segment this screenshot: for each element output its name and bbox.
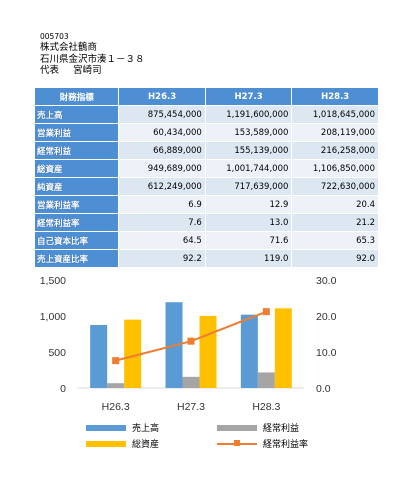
- table-header-row: 財務指標 H26.3 H27.3 H28.3: [33, 87, 379, 106]
- company-header: 005703 株式会社鶴商 石川県金沢市湊１－３８ 代表 宮崎司: [40, 31, 145, 77]
- legend-label: 売上高: [132, 424, 160, 434]
- y-left-tick-label: 0: [60, 383, 66, 395]
- table-cell: 949,689,000: [118, 159, 206, 178]
- table-row: 総資産 949,689,000 1,001,744,000 1,106,850,000: [33, 159, 379, 178]
- table-row: 営業利益 60,434,000 153,589,000 208,119,000: [33, 123, 379, 142]
- table-cell: 1,001,744,000: [204, 159, 293, 178]
- table-cell: 1,018,645,000: [291, 105, 379, 124]
- table-cell: 20.4: [291, 195, 379, 214]
- legend-item: 経常利益: [217, 421, 299, 434]
- row-label: 経常利益率: [33, 213, 120, 232]
- legend-item: 総資産: [86, 437, 159, 450]
- table-cell: 1,191,600,000: [204, 105, 293, 124]
- table-row: 純資産 612,249,000 717,639,000 722,630,000: [33, 177, 379, 196]
- table-cell: 13.0: [204, 213, 293, 232]
- table-cell: 92.2: [118, 249, 206, 268]
- table-row: 売上資産比率 92.2 119.0 92.0: [33, 249, 379, 268]
- table-cell: 153,589,000: [204, 123, 293, 142]
- company-name: 株式会社鶴商: [40, 42, 98, 53]
- x-tick-label: H26.3: [102, 401, 130, 413]
- line-point: [112, 357, 120, 365]
- table-cell: 60,434,000: [118, 123, 206, 142]
- table-cell: 208,119,000: [291, 123, 379, 142]
- representative-label: 代表: [40, 65, 60, 76]
- table-row: 自己資本比率 64.5 71.6 65.3: [33, 231, 379, 250]
- row-label: 営業利益率: [33, 195, 120, 214]
- table-cell: 717,639,000: [204, 177, 293, 196]
- bar-総資産: [274, 308, 292, 388]
- legend-item: 売上高: [86, 421, 159, 434]
- y-left-tick-label: 500: [48, 347, 66, 359]
- bar-経常利益: [182, 376, 200, 388]
- legend-label: 経常利益率: [263, 440, 309, 450]
- row-label: 自己資本比率: [33, 231, 120, 250]
- line-series: [112, 308, 270, 365]
- row-label: 売上資産比率: [33, 249, 120, 268]
- legend-line-swatch: [217, 439, 257, 446]
- y-right-tick-label: 20.0: [316, 311, 337, 323]
- row-label: 経常利益: [33, 141, 120, 160]
- bar-経常利益: [107, 383, 125, 388]
- left-axis-ticks: 0 500 1,000 1,500: [40, 275, 66, 395]
- row-label: 売上高: [33, 105, 120, 124]
- y-left-tick-label: 1,000: [40, 311, 66, 323]
- financial-chart: 0 500 1,000 1,500 0.0 10.0 20.0 30.0 H26.3 H27.…: [40, 275, 337, 413]
- bar-series: [90, 302, 292, 388]
- legend-label: 総資産: [132, 440, 160, 450]
- row-label: 総資産: [33, 159, 120, 178]
- table-cell: 64.5: [118, 231, 206, 250]
- bar-総資産: [124, 319, 142, 388]
- financial-table: 財務指標 H26.3 H27.3 H28.3 売上高 875,454,000 1,1…: [33, 87, 379, 268]
- representative-name: 宮崎司: [73, 65, 102, 76]
- table-row: 経常利益率 7.6 13.0 21.2: [33, 213, 379, 232]
- bar-売上高: [240, 314, 258, 388]
- table-cell: 722,630,000: [291, 177, 379, 196]
- table-cell: 119.0: [204, 249, 293, 268]
- right-axis-ticks: 0.0 10.0 20.0 30.0: [316, 275, 337, 395]
- legend-swatch: [86, 440, 126, 447]
- representative: 代表 宮崎司: [40, 65, 145, 77]
- table-cell: 7.6: [118, 213, 206, 232]
- table-cell: 155,139,000: [204, 141, 293, 160]
- company-code: 005703: [40, 32, 69, 41]
- y-right-tick-label: 30.0: [316, 275, 337, 287]
- line-point: [187, 337, 195, 345]
- y-left-tick-label: 1,500: [40, 275, 66, 287]
- legend-label: 経常利益: [263, 424, 300, 434]
- table-cell: 66,889,000: [118, 141, 206, 160]
- line-point: [262, 308, 270, 316]
- table-row: 経常利益 66,889,000 155,139,000 216,258,000: [33, 141, 379, 160]
- year-header: H27.3: [204, 87, 293, 106]
- x-axis-labels: H26.3 H27.3 H28.3: [102, 401, 281, 413]
- table-cell: 216,258,000: [291, 141, 379, 160]
- table-row: 売上高 875,454,000 1,191,600,000 1,018,645,000: [33, 105, 379, 124]
- year-header: H26.3: [118, 87, 206, 106]
- row-label: 営業利益: [33, 123, 120, 142]
- table-corner-header: 財務指標: [33, 87, 120, 106]
- legend-swatch: [217, 424, 257, 431]
- table-cell: 92.0: [291, 249, 379, 268]
- legend-item: 経常利益率: [217, 437, 308, 450]
- year-header: H28.3: [291, 87, 379, 106]
- table-row: 営業利益率 6.9 12.9 20.4: [33, 195, 379, 214]
- y-right-tick-label: 10.0: [316, 347, 337, 359]
- table-cell: 21.2: [291, 213, 379, 232]
- x-tick-label: H27.3: [177, 401, 205, 413]
- company-address: 石川県金沢市湊１－３８: [40, 53, 145, 65]
- y-right-tick-label: 0.0: [316, 383, 331, 395]
- bar-経常利益: [257, 372, 275, 388]
- bar-総資産: [199, 315, 217, 388]
- x-tick-label: H28.3: [252, 401, 280, 413]
- table-cell: 12.9: [204, 195, 293, 214]
- table-cell: 65.3: [291, 231, 379, 250]
- row-label: 純資産: [33, 177, 120, 196]
- legend-swatch: [86, 424, 126, 431]
- table-cell: 71.6: [204, 231, 293, 250]
- table-cell: 875,454,000: [118, 105, 206, 124]
- bar-売上高: [90, 324, 108, 388]
- table-cell: 612,249,000: [118, 177, 206, 196]
- table-cell: 6.9: [118, 195, 206, 214]
- table-cell: 1,106,850,000: [291, 159, 379, 178]
